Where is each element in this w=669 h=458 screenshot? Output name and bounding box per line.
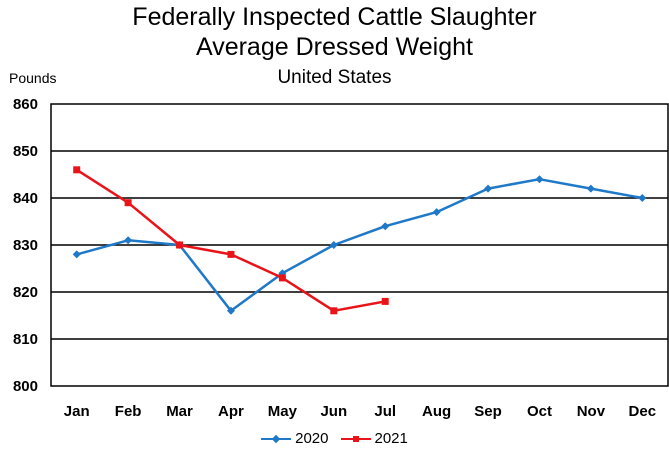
x-tick-label: Oct	[527, 403, 552, 420]
series-line-2021	[76, 168, 386, 313]
data-point-2021	[124, 199, 132, 207]
x-tick-label: Jan	[64, 403, 90, 420]
x-tick-label: Apr	[218, 403, 244, 420]
x-tick-label: Mar	[166, 403, 193, 420]
x-tick-label: Aug	[422, 403, 451, 420]
y-tick-labels: 800 810 820 830 840 850 860	[13, 96, 38, 395]
data-point-2020	[226, 306, 235, 315]
y-tick-label: 860	[13, 96, 38, 113]
x-tick-label: Sep	[474, 403, 502, 420]
series-group	[72, 166, 647, 315]
x-tick-label: Dec	[629, 403, 657, 420]
data-point-2021	[330, 307, 338, 315]
legend-swatch	[340, 434, 371, 444]
x-tick-label: Feb	[115, 403, 142, 420]
data-point-2021	[381, 297, 389, 305]
y-tick-label: 820	[13, 284, 38, 301]
data-point-2020	[329, 241, 338, 249]
x-tick-labels: Jan Feb Mar Apr May Jun Jul Aug Sep Oct Nov Dec	[64, 403, 656, 420]
data-point-2020	[381, 222, 390, 231]
x-tick-label: May	[268, 403, 298, 420]
legend-swatch	[261, 434, 292, 444]
y-axis-label: Pounds	[9, 70, 57, 86]
data-point-2020	[124, 236, 133, 245]
data-point-2021	[73, 166, 81, 174]
data-point-2020	[432, 208, 441, 217]
data-point-2020	[535, 175, 544, 184]
y-tick-label: 850	[13, 143, 38, 160]
data-point-2020	[586, 184, 595, 193]
chart-subtitle: United States	[277, 67, 392, 88]
data-point-2020	[484, 184, 493, 193]
data-point-2021	[227, 250, 235, 258]
legend-label: 2021	[374, 430, 408, 447]
y-tick-label: 840	[13, 190, 38, 207]
legend-label: 2020	[295, 430, 329, 447]
legend: 2020 2021	[0, 430, 669, 448]
series-line-2020	[76, 177, 643, 313]
y-tick-label: 800	[13, 378, 38, 395]
data-point-2021	[278, 274, 286, 282]
y-tick-label: 830	[13, 237, 38, 254]
x-tick-label: Nov	[577, 403, 606, 420]
gridlines	[51, 150, 668, 340]
chart-title-line-1: Federally Inspected Cattle Slaughter	[132, 3, 537, 31]
legend-item-2021: 2021	[340, 430, 408, 447]
data-point-2020	[72, 250, 81, 259]
legend-item-2020: 2020	[261, 430, 329, 447]
x-tick-label: Jun	[320, 403, 347, 420]
x-tick-label: Jul	[374, 403, 396, 420]
y-tick-label: 810	[13, 331, 38, 348]
data-point-2020	[638, 194, 647, 202]
chart-title-line-2: Average Dressed Weight	[195, 33, 473, 61]
data-point-2021	[176, 241, 184, 249]
